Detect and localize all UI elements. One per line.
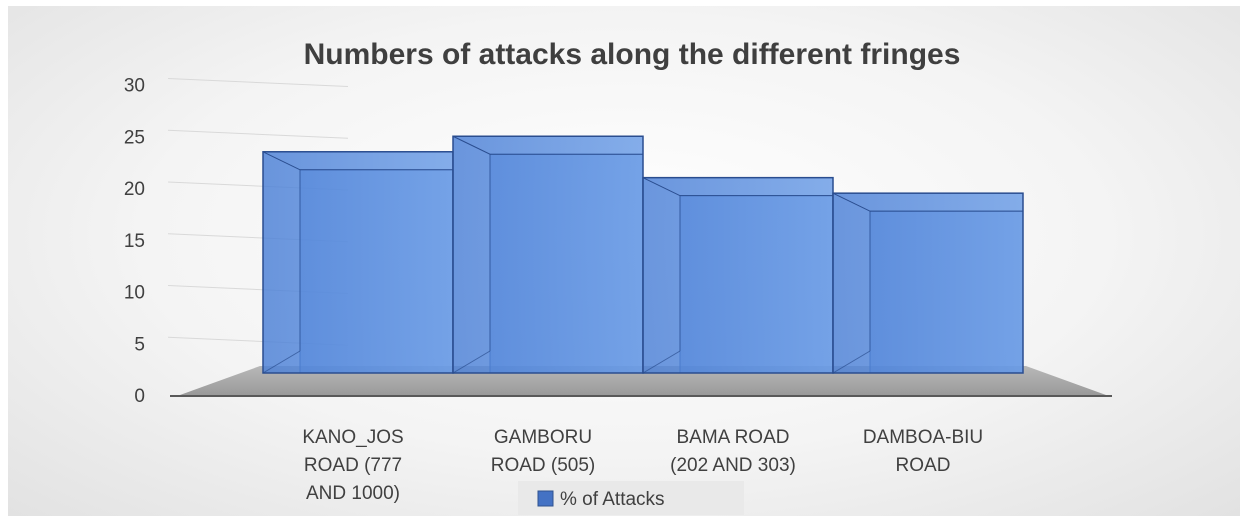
bar [452, 135, 644, 374]
legend-label: % of Attacks [560, 489, 665, 510]
bar [262, 151, 454, 374]
bar-front [832, 192, 1024, 374]
x-category-label: BAMA ROAD (202 AND 303) [670, 427, 796, 476]
chart-area: Numbers of attacks along the different f… [8, 6, 1240, 516]
bar [832, 192, 1024, 374]
y-tick-label: 30 [124, 76, 145, 97]
y-tick-label: 10 [124, 283, 145, 304]
y-tick-label: 20 [124, 179, 145, 200]
y-tick-label: 5 [134, 334, 145, 355]
x-category-label: GAMBORU ROAD (505) [491, 427, 596, 476]
y-tick-label: 25 [124, 127, 145, 148]
gridline [167, 78, 349, 87]
x-category-label: KANO_JOS ROAD (777 AND 1000) [302, 427, 403, 504]
bar-front [262, 151, 454, 374]
legend: % of Attacks [518, 481, 744, 515]
x-category-label: DAMBOA-BIU ROAD [863, 427, 983, 476]
gridline [167, 129, 349, 139]
bar-front [642, 176, 834, 374]
bar [642, 176, 834, 374]
chart-svg: Numbers of attacks along the different f… [124, 38, 1112, 515]
bar-front [452, 135, 644, 374]
bars [262, 135, 1024, 374]
x-axis-categories: KANO_JOS ROAD (777 AND 1000) GAMBORU ROAD (5… [302, 427, 983, 504]
y-tick-label: 15 [124, 231, 145, 252]
chart-title: Numbers of attacks along the different f… [304, 38, 961, 71]
y-axis-ticks: 0 5 10 15 20 25 30 [124, 76, 145, 408]
y-tick-label: 0 [134, 386, 145, 407]
legend-box [518, 481, 744, 515]
legend-swatch [537, 490, 554, 507]
